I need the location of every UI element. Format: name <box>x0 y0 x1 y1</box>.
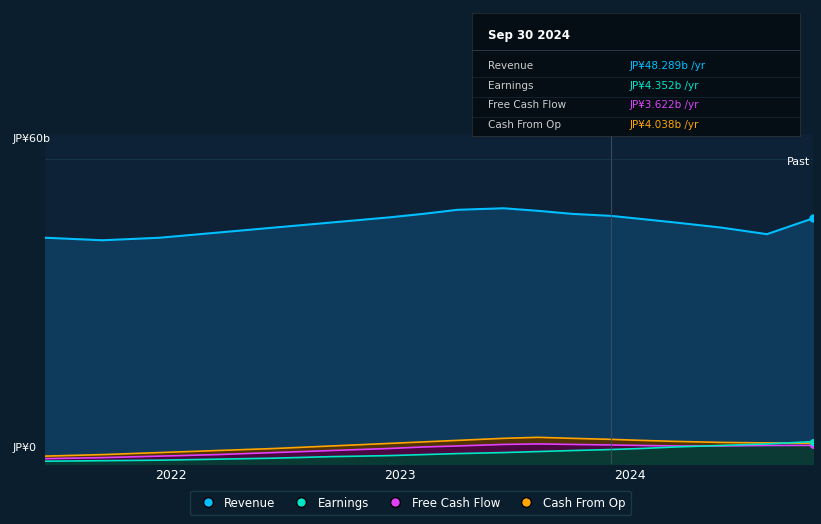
Text: Past: Past <box>787 157 810 167</box>
Text: Revenue: Revenue <box>488 61 534 71</box>
Text: JP¥4.352b /yr: JP¥4.352b /yr <box>630 81 699 91</box>
Text: Cash From Op: Cash From Op <box>488 120 562 130</box>
Text: Free Cash Flow: Free Cash Flow <box>488 101 566 111</box>
Text: JP¥4.038b /yr: JP¥4.038b /yr <box>630 120 699 130</box>
Text: Earnings: Earnings <box>488 81 534 91</box>
Text: Sep 30 2024: Sep 30 2024 <box>488 29 571 42</box>
Text: JP¥60b: JP¥60b <box>12 134 50 144</box>
Text: JP¥48.289b /yr: JP¥48.289b /yr <box>630 61 706 71</box>
Legend: Revenue, Earnings, Free Cash Flow, Cash From Op: Revenue, Earnings, Free Cash Flow, Cash … <box>190 490 631 516</box>
Text: JP¥3.622b /yr: JP¥3.622b /yr <box>630 101 699 111</box>
Text: JP¥0: JP¥0 <box>12 443 36 453</box>
